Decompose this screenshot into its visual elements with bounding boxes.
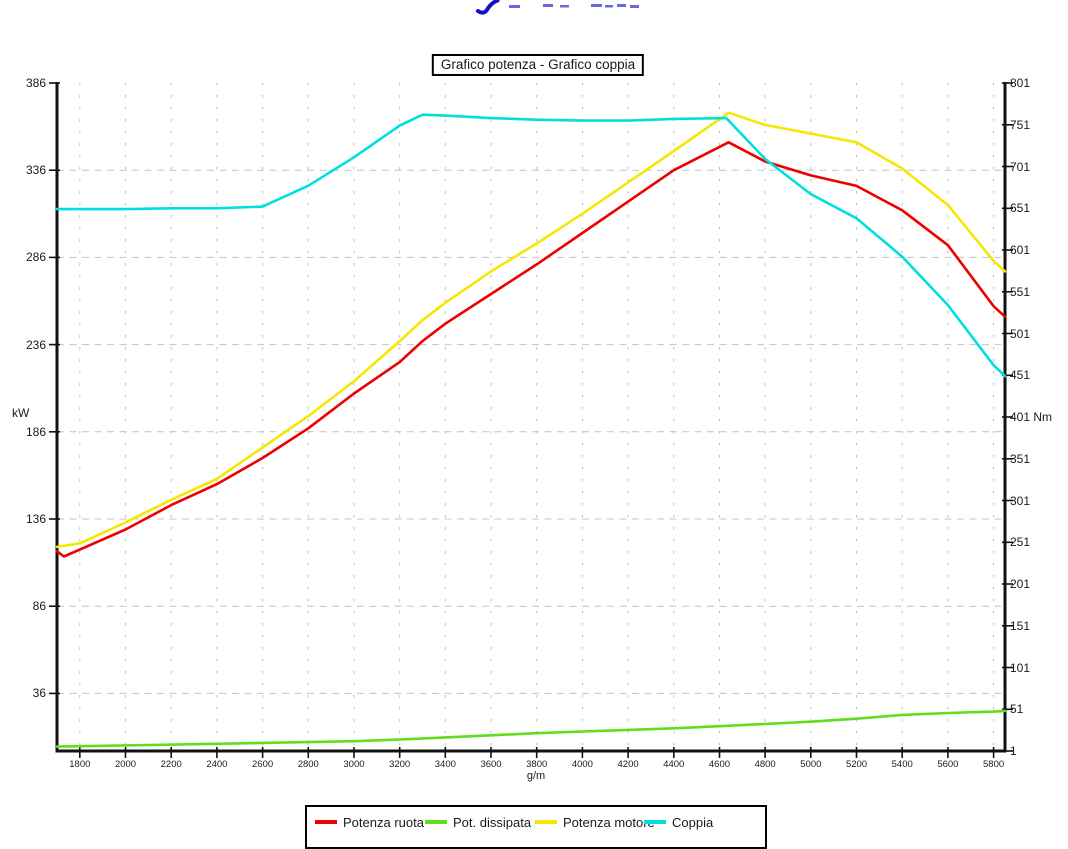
legend-swatch-green — [425, 820, 447, 824]
curve-pot-dissipata — [55, 709, 1007, 748]
legend-label: Potenza motore — [563, 814, 655, 830]
y-left-tick-label: 236 — [25, 337, 46, 352]
y-right-tick-label: 301 — [1010, 493, 1031, 508]
x-tick-label: 2600 — [252, 759, 274, 770]
legend-item-pot-dissipata: Pot. dissipata — [425, 813, 531, 831]
legend-label: Pot. dissipata — [453, 814, 532, 830]
y-right-tick-label: 501 — [1010, 326, 1031, 341]
y-left-tick-label: 136 — [25, 512, 46, 527]
legend-item-coppia: Coppia — [644, 813, 713, 831]
left-axis-unit-label: kW — [12, 406, 30, 420]
x-tick-label: 3800 — [526, 759, 548, 770]
y-left-tick-label: 386 — [25, 76, 46, 90]
legend-swatch-cyan — [644, 820, 666, 824]
x-tick-label: 2000 — [114, 759, 137, 770]
x-tick-label: 3600 — [480, 759, 502, 770]
x-tick-label: 2800 — [297, 759, 319, 770]
y-right-tick-label: 201 — [1010, 577, 1031, 591]
blue-signature-svg — [476, 0, 639, 15]
legend: Potenza ruota Pot. dissipata Potenza mot… — [305, 805, 767, 849]
x-tick-label: 4600 — [708, 759, 731, 770]
y-right-tick-label: 601 — [1010, 243, 1031, 257]
y-right-tick-label: 251 — [1010, 535, 1031, 550]
x-tick-label: 5000 — [800, 759, 822, 770]
y-left-tick-label: 286 — [25, 250, 46, 265]
x-tick-label: 5200 — [845, 759, 868, 770]
y-right-tick-label: 551 — [1010, 284, 1031, 299]
plot-area — [49, 82, 1013, 758]
legend-item-potenza-ruota: Potenza ruota — [315, 813, 424, 831]
y-right-tick-label: 651 — [1010, 201, 1031, 216]
x-tick-label: 2400 — [206, 759, 228, 770]
axis-frame — [55, 82, 1007, 753]
legend-label: Potenza ruota — [343, 814, 424, 830]
x-tick-label: 3000 — [343, 759, 365, 770]
y-right-tick-label: 401 Nm — [1010, 410, 1053, 424]
blue-text-fragments — [509, 4, 639, 8]
x-tick-label: 1800 — [69, 759, 91, 770]
y-right-tick-label: 151 — [1010, 618, 1031, 633]
y-right-tick-label: 451 — [1010, 368, 1031, 383]
x-tick-label: 3200 — [389, 759, 411, 770]
x-axis-unit-label: g/m — [526, 770, 546, 782]
chart-title: Grafico potenza - Grafico coppia — [431, 54, 645, 76]
x-tick-label: 5600 — [937, 759, 959, 770]
x-tick-label: 5800 — [983, 759, 1005, 770]
y-right-tick-label: 701 — [1010, 159, 1031, 174]
y-left-tick-label: 86 — [32, 599, 46, 614]
y-left-tick-label: 186 — [25, 424, 46, 439]
y-left-tick-label: 336 — [25, 163, 46, 178]
y-left-tick-label: 36 — [32, 686, 46, 701]
curve-potenza-ruota — [55, 141, 1007, 558]
legend-swatch-red — [315, 820, 337, 824]
blue-check-stroke — [476, 0, 500, 15]
y-right-tick-label: 801 — [1010, 76, 1031, 90]
curve-potenza-motore — [55, 111, 1007, 549]
x-tick-label: 2200 — [160, 759, 182, 770]
legend-label: Coppia — [672, 814, 714, 830]
x-tick-label: 4800 — [754, 759, 776, 770]
legend-item-potenza-motore: Potenza motore — [535, 813, 655, 831]
y-right-tick-label: 101 — [1010, 660, 1031, 675]
blue-signature-fragment — [0, 0, 1068, 16]
y-right-tick-label: 1 — [1010, 744, 1017, 758]
x-tick-label: 3400 — [434, 759, 456, 770]
y-right-tick-label: 51 — [1010, 702, 1024, 717]
curve-coppia — [55, 113, 1007, 378]
y-right-tick-label: 751 — [1010, 117, 1031, 132]
x-tick-label: 4000 — [571, 759, 593, 770]
x-tick-label: 5400 — [891, 759, 913, 770]
y-right-tick-label: 351 — [1010, 451, 1031, 466]
legend-swatch-yellow — [535, 820, 557, 824]
x-tick-label: 4400 — [663, 759, 685, 770]
x-tick-label: 4200 — [617, 759, 639, 770]
